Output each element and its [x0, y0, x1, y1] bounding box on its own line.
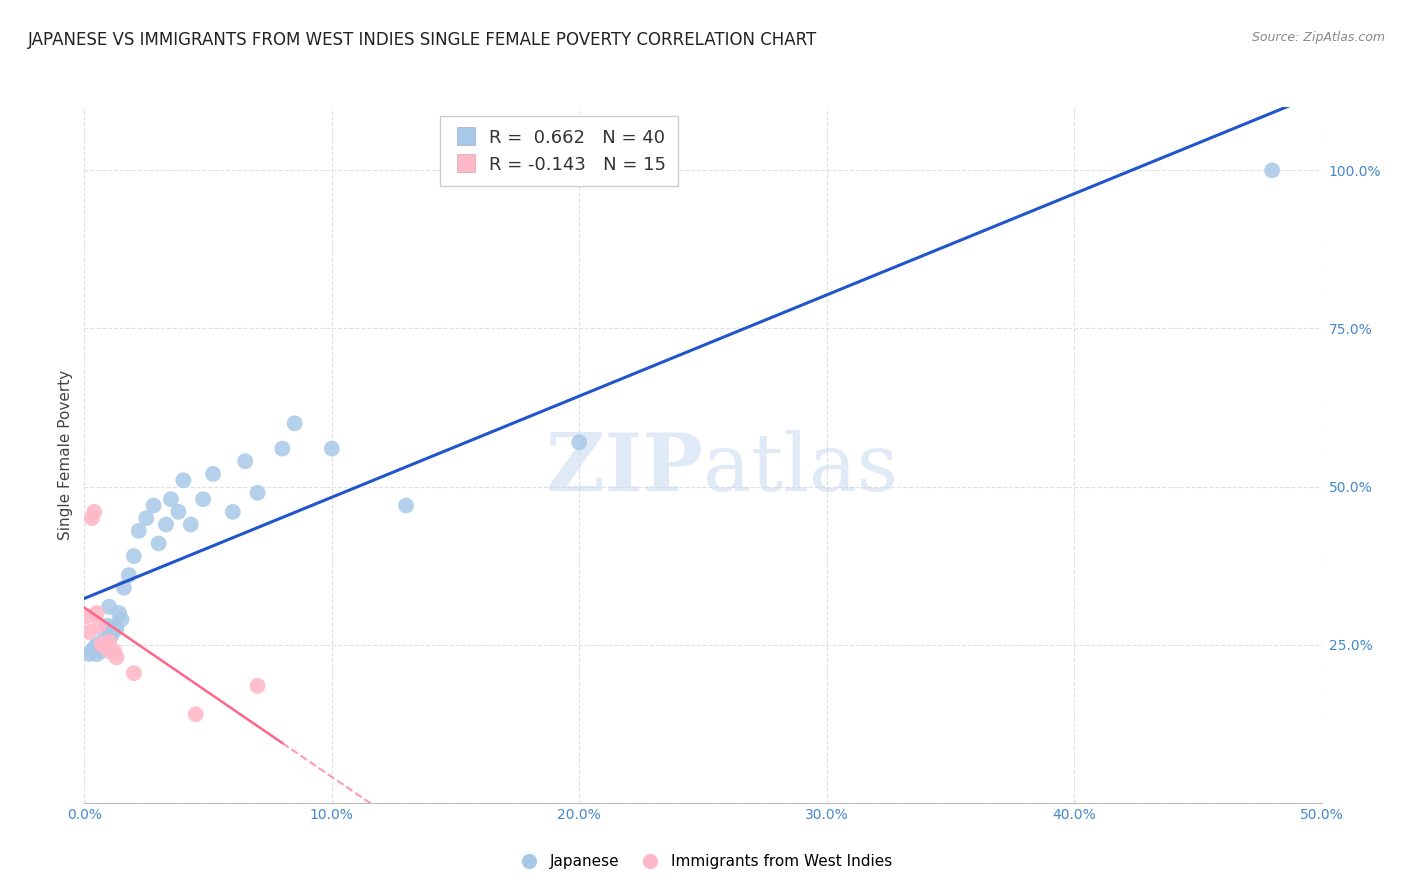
Point	[142, 499, 165, 513]
Point	[222, 505, 245, 519]
Point	[79, 625, 101, 640]
Point	[180, 517, 202, 532]
Point	[122, 549, 145, 563]
Point	[108, 606, 131, 620]
Point	[93, 632, 115, 646]
Point	[122, 666, 145, 681]
Point	[80, 644, 103, 658]
Point	[93, 638, 115, 652]
Point	[184, 707, 207, 722]
Y-axis label: Single Female Poverty: Single Female Poverty	[58, 370, 73, 540]
Point	[100, 628, 122, 642]
Point	[86, 638, 108, 652]
Point	[1261, 163, 1284, 178]
Point	[160, 492, 183, 507]
Point	[89, 618, 111, 632]
Point	[191, 492, 214, 507]
Point	[246, 679, 269, 693]
Text: Source: ZipAtlas.com: Source: ZipAtlas.com	[1251, 31, 1385, 45]
Point	[395, 499, 418, 513]
Point	[167, 505, 190, 519]
Point	[76, 609, 98, 624]
Point	[98, 599, 121, 614]
Point	[172, 473, 194, 487]
Point	[271, 442, 294, 456]
Point	[86, 606, 108, 620]
Point	[233, 454, 256, 468]
Point	[98, 625, 121, 640]
Point	[105, 650, 128, 665]
Point	[568, 435, 591, 450]
Text: JAPANESE VS IMMIGRANTS FROM WEST INDIES SINGLE FEMALE POVERTY CORRELATION CHART: JAPANESE VS IMMIGRANTS FROM WEST INDIES …	[28, 31, 817, 49]
Point	[98, 634, 121, 648]
Point	[103, 644, 125, 658]
Point	[112, 581, 135, 595]
Legend: Japanese, Immigrants from West Indies: Japanese, Immigrants from West Indies	[508, 848, 898, 875]
Point	[103, 618, 125, 632]
Point	[83, 505, 105, 519]
Point	[148, 536, 170, 550]
Point	[246, 486, 269, 500]
Point	[86, 647, 108, 661]
Point	[135, 511, 157, 525]
Point	[96, 618, 118, 632]
Point	[89, 640, 111, 655]
Point	[284, 417, 307, 431]
Point	[110, 612, 132, 626]
Point	[105, 622, 128, 636]
Point	[128, 524, 150, 538]
Point	[202, 467, 225, 481]
Text: ZIP: ZIP	[546, 430, 703, 508]
Point	[155, 517, 177, 532]
Point	[118, 568, 141, 582]
Point	[80, 511, 103, 525]
Point	[321, 442, 343, 456]
Point	[98, 644, 121, 658]
Point	[93, 638, 115, 652]
Point	[90, 638, 112, 652]
Text: atlas: atlas	[703, 430, 898, 508]
Point	[83, 640, 105, 655]
Point	[90, 644, 112, 658]
Point	[79, 647, 101, 661]
